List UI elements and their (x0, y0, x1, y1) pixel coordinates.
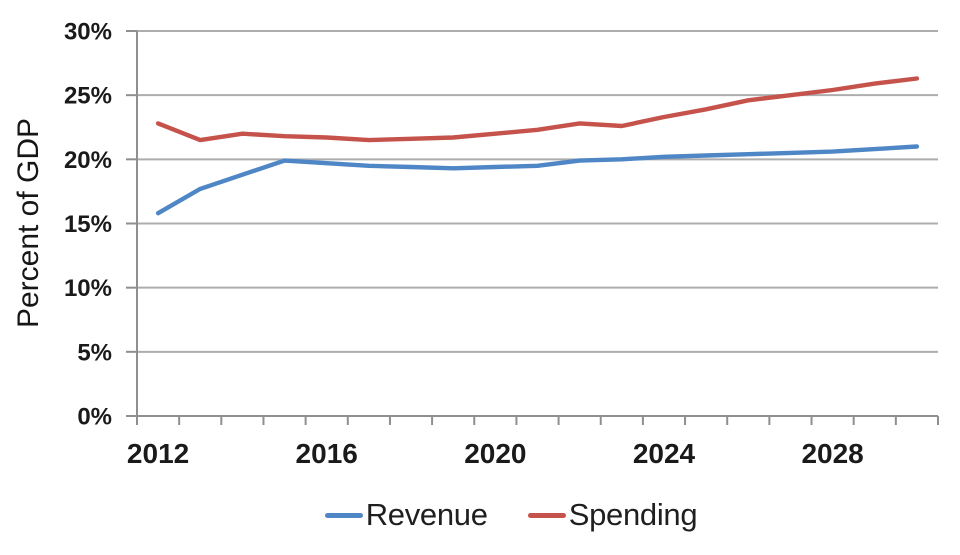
legend-swatch-revenue (324, 512, 363, 518)
y-tick-label-10: 10% (64, 275, 112, 302)
y-tick-label-30: 30% (64, 19, 112, 46)
x-tick-label-2016: 2016 (296, 438, 358, 469)
y-tick-label-0: 0% (77, 404, 112, 431)
y-tick-label-15: 15% (64, 211, 112, 238)
legend-label: Revenue (365, 497, 488, 532)
y-tick-label-5: 5% (77, 339, 112, 366)
legend: Revenue Spending (0, 493, 960, 537)
legend-item-revenue: Revenue (324, 497, 488, 533)
legend-label: Spending (568, 497, 698, 532)
series-line-spending (155, 76, 920, 143)
x-tick-label-2012: 2012 (127, 438, 189, 469)
plot-area: 0% 5% 10% 15% 20% 25% 30% 2012 2016 2020 2024 2028 (64, 19, 939, 469)
legend-item-spending: Spending (527, 497, 698, 533)
y-tick-label-25: 25% (64, 83, 112, 110)
y-tick-label-20: 20% (64, 147, 112, 174)
x-tick-label-2024: 2024 (633, 438, 696, 469)
series-line-revenue (155, 144, 920, 216)
legend-swatch-spending (527, 512, 566, 518)
x-tick-label-2020: 2020 (464, 438, 526, 469)
x-tick-label-2028: 2028 (801, 438, 863, 469)
